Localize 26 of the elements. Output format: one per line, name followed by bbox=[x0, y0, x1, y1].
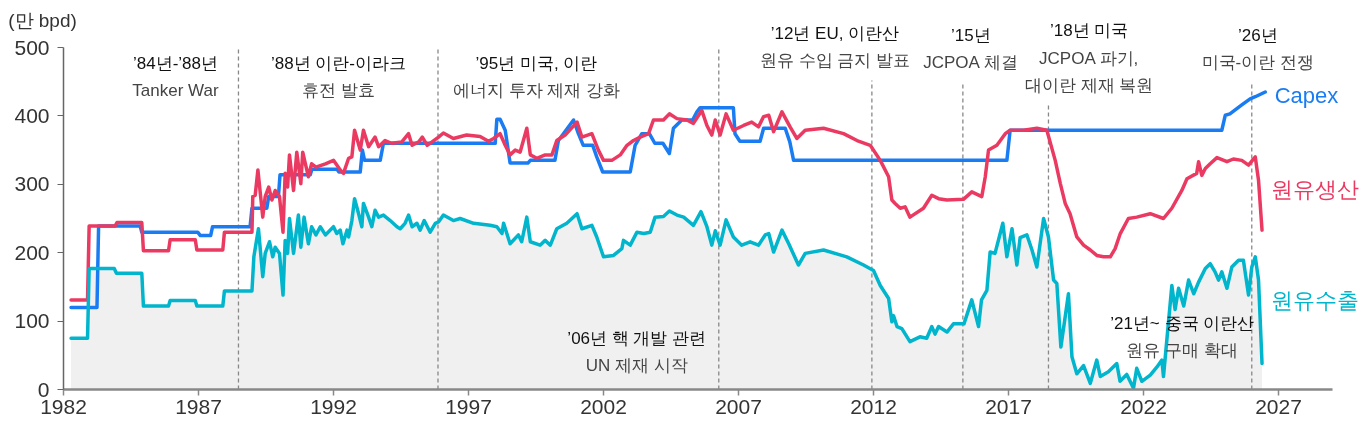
x-tick-label: 2017 bbox=[985, 394, 1032, 418]
ref-line-label: ’15년 JCPOA 체결 bbox=[923, 25, 1018, 72]
ref-line-label: ’18년 미국 JCPOA 파기, 대이란 제재 복원 bbox=[1024, 21, 1154, 95]
ref-line-label: ’95년 미국, 이란 에너지 투자 제재 강화 bbox=[452, 53, 621, 100]
y-tick-label: 400 bbox=[14, 103, 50, 127]
ref-line-label: ’12년 EU, 이란산 원유 수입 금지 발표 bbox=[759, 23, 910, 70]
x-tick-label: 2007 bbox=[715, 394, 762, 418]
x-tick-label: 2022 bbox=[1120, 394, 1167, 418]
y-tick-label: 200 bbox=[14, 240, 50, 264]
x-tick-label: 2002 bbox=[580, 394, 627, 418]
ref-line-label: ’88년 이란-이라크 휴전 발효 bbox=[270, 53, 406, 100]
y-axis-title: (만 bpd) bbox=[8, 10, 77, 31]
ref-line-label: ’06년 핵 개발 관련 UN 제재 시작 bbox=[567, 328, 707, 375]
ref-line-label: ’26년 미국-이란 전쟁 bbox=[1201, 25, 1314, 72]
series-label: 원유수출 bbox=[1271, 287, 1360, 313]
x-tick-label: 2027 bbox=[1255, 394, 1302, 418]
x-tick-label: 1987 bbox=[175, 394, 222, 418]
y-tick-label: 300 bbox=[14, 172, 50, 196]
series-label: 원유생산 bbox=[1271, 176, 1360, 202]
x-tick-label: 1997 bbox=[445, 394, 492, 418]
y-tick-label: 100 bbox=[14, 309, 50, 333]
x-tick-label: 2012 bbox=[850, 394, 897, 418]
y-tick-label: 500 bbox=[14, 35, 50, 59]
series-label: Capex bbox=[1274, 83, 1339, 109]
annotation: ’84년-’88년 Tanker War bbox=[132, 53, 219, 100]
x-tick-label: 1992 bbox=[310, 394, 357, 418]
